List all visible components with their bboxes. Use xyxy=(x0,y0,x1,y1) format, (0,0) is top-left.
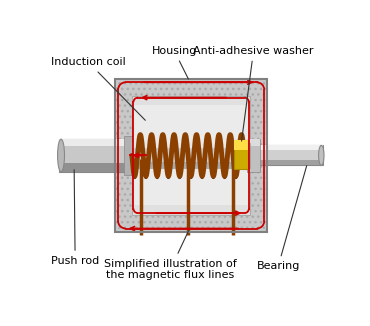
Bar xyxy=(124,136,132,175)
Bar xyxy=(250,160,323,165)
Text: Push rod: Push rod xyxy=(51,170,99,266)
Bar xyxy=(132,143,250,168)
Bar xyxy=(234,140,248,169)
Text: Anti-adhesive washer: Anti-adhesive washer xyxy=(193,46,314,141)
Bar xyxy=(132,96,250,215)
Text: Simplified illustration of
the magnetic flux lines: Simplified illustration of the magnetic … xyxy=(104,231,237,280)
Bar xyxy=(250,145,323,165)
Text: Induction coil: Induction coil xyxy=(51,57,145,120)
Bar xyxy=(59,139,132,171)
Bar xyxy=(59,139,132,146)
Bar xyxy=(132,162,250,168)
Ellipse shape xyxy=(319,145,324,165)
Bar xyxy=(132,143,250,148)
Bar xyxy=(234,140,248,150)
Bar xyxy=(115,79,268,231)
Text: Housing: Housing xyxy=(152,46,197,79)
Text: Bearing: Bearing xyxy=(256,166,307,271)
Bar xyxy=(250,145,323,150)
Bar xyxy=(115,79,268,231)
Bar xyxy=(134,105,249,205)
Bar xyxy=(115,79,268,231)
Bar xyxy=(59,163,132,171)
Bar xyxy=(247,139,260,171)
Ellipse shape xyxy=(58,139,64,171)
Bar xyxy=(247,139,260,146)
